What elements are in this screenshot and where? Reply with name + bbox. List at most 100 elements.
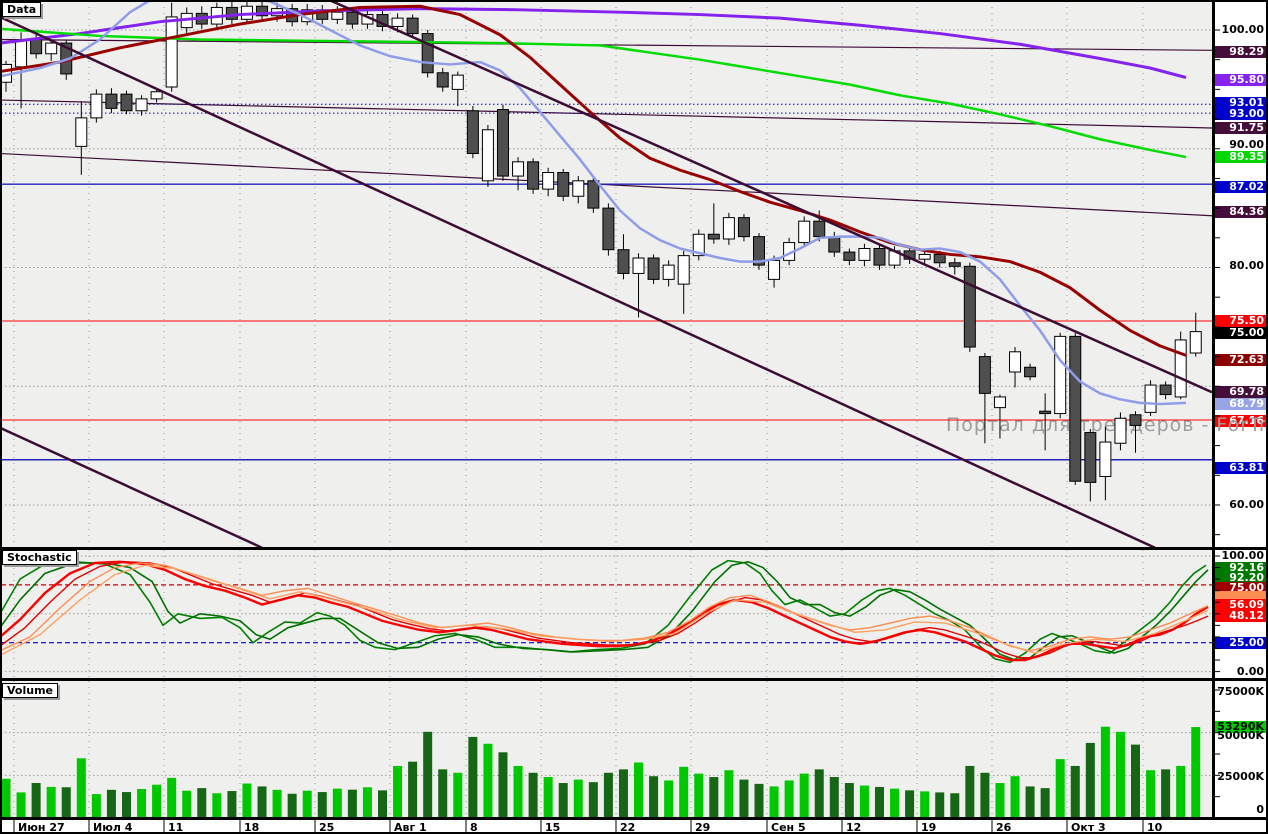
volume-bar — [137, 788, 147, 818]
volume-bar — [935, 792, 945, 818]
stochastic-axis-label: 100.00 — [1221, 549, 1264, 562]
volume-bar — [814, 769, 824, 818]
volume-bar — [634, 762, 644, 818]
time-axis-label: 29 — [695, 821, 711, 834]
time-axis-label: 19 — [921, 821, 937, 834]
volume-bar — [874, 786, 884, 818]
volume-bar — [121, 792, 131, 818]
candle-down — [737, 217, 750, 238]
candle-up — [1009, 351, 1022, 373]
volume-bar — [317, 792, 327, 818]
volume-bar — [1025, 786, 1035, 818]
channel-upper — [329, 1, 1212, 394]
stoch-red-1 — [1, 560, 1209, 662]
candle-up — [542, 172, 555, 190]
time-axis-label: 25 — [319, 821, 335, 834]
stoch-red-2 — [1, 561, 1209, 659]
volume-bar — [950, 793, 960, 818]
candle-up — [391, 17, 404, 27]
candle-up — [90, 93, 103, 119]
candle-down — [828, 236, 841, 253]
price-axis-label: 67.16 — [1214, 415, 1267, 427]
volume-bar — [965, 765, 975, 818]
volume-bar — [378, 790, 387, 818]
candle-up — [1189, 331, 1202, 354]
candle-up — [15, 39, 28, 68]
candle-down — [527, 161, 540, 190]
candle-up — [798, 220, 811, 244]
volume-bar — [618, 769, 628, 818]
volume-bar — [1040, 788, 1050, 818]
ma-green — [1, 27, 1187, 159]
volume-axis-label: 25000K — [1217, 770, 1264, 783]
candle-down — [421, 33, 434, 74]
candle-down — [963, 265, 976, 348]
candle-down — [617, 249, 630, 274]
volume-bar — [61, 787, 71, 818]
volume-bar — [1191, 727, 1201, 818]
time-axis-label: 18 — [244, 821, 260, 834]
volume-bar — [995, 783, 1005, 818]
candle-up — [331, 11, 344, 20]
candle-up — [451, 74, 464, 90]
candle-down — [1159, 384, 1172, 396]
price-axis-label: 93.01 — [1214, 97, 1267, 109]
time-axis-label: Авг 1 — [394, 821, 427, 834]
candle-up — [45, 42, 58, 55]
stochastic-axis-label: 0.00 — [1236, 665, 1264, 678]
candle-down — [647, 257, 660, 280]
stochastic-panel-label[interactable]: Stochastic — [2, 550, 77, 565]
candle-down — [256, 5, 269, 17]
time-axis-label: 12 — [846, 821, 862, 834]
time-axis-label: 15 — [545, 821, 561, 834]
time-axis-label: 10 — [1147, 821, 1163, 834]
volume-bar — [573, 779, 583, 818]
volume-bar — [227, 791, 237, 818]
time-axis-label: 22 — [620, 821, 636, 834]
price-axis-label: 95.80 — [1214, 74, 1267, 86]
candle-up — [722, 217, 735, 240]
candle-up — [572, 180, 585, 197]
volume-bar — [709, 777, 719, 818]
volume-bar — [905, 790, 915, 818]
volume-bar — [513, 765, 523, 818]
candle-down — [120, 93, 133, 112]
volume-bar — [152, 784, 162, 818]
candle-down — [225, 6, 238, 20]
stochastic-axis-label: 56.09 — [1214, 599, 1267, 611]
volume-bar — [980, 772, 990, 818]
volume-panel-label[interactable]: Volume — [2, 683, 58, 698]
candle-down — [1069, 335, 1082, 482]
volume-bar — [1, 778, 11, 818]
volume-bar — [91, 794, 101, 818]
price-axis-label: 80.00 — [1229, 259, 1264, 272]
candle-down — [557, 172, 570, 197]
volume-bar — [483, 743, 493, 818]
volume-bar — [1010, 776, 1020, 818]
price-axis-label: 91.75 — [1214, 122, 1267, 134]
price-axis-label: 100.00 — [1221, 23, 1264, 36]
volume-bar — [890, 788, 900, 818]
price-axis-label: 90.00 — [1229, 138, 1264, 151]
volume-bar — [362, 787, 372, 818]
volume-axis-label: 53290K — [1214, 721, 1267, 733]
volume-bar — [212, 793, 222, 818]
channel-lower-2 — [1, 426, 263, 547]
volume-bar — [1131, 744, 1140, 818]
volume-bar — [694, 773, 704, 818]
candle-down — [753, 236, 765, 266]
ma-lightblue — [1, 1, 1187, 406]
price-axis-label: 75.00 — [1214, 327, 1267, 339]
volume-axis-label: 50000K — [1217, 729, 1264, 742]
candle-up — [632, 257, 645, 274]
volume-bar — [46, 786, 56, 818]
candle-up — [165, 16, 178, 88]
candle-down — [1084, 432, 1097, 483]
main-panel-label[interactable]: Data — [2, 2, 42, 17]
axis-ticks — [13, 0, 1220, 832]
candle-down — [978, 356, 991, 394]
time-axis-label: Сен 5 — [771, 821, 806, 834]
volume-bar — [1146, 770, 1156, 818]
